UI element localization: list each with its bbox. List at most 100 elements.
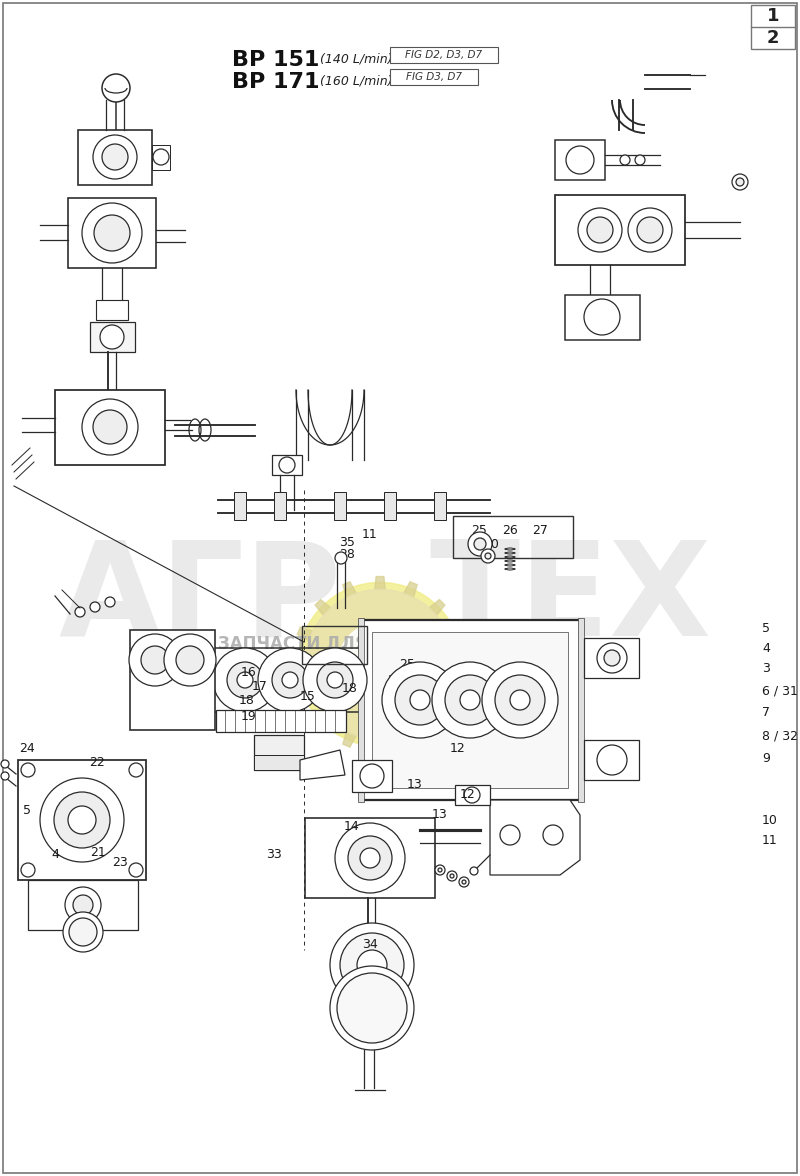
Text: 14: 14 bbox=[344, 821, 360, 834]
Circle shape bbox=[65, 887, 101, 923]
Circle shape bbox=[330, 923, 414, 1007]
Circle shape bbox=[462, 880, 466, 884]
Text: 18: 18 bbox=[239, 695, 255, 708]
Circle shape bbox=[317, 662, 353, 699]
Bar bbox=[254, 735, 304, 770]
Circle shape bbox=[348, 836, 392, 880]
Text: 11: 11 bbox=[762, 834, 778, 847]
Circle shape bbox=[63, 913, 103, 953]
Bar bbox=[78, 131, 152, 185]
Circle shape bbox=[340, 933, 404, 997]
Circle shape bbox=[450, 874, 454, 878]
Polygon shape bbox=[315, 714, 331, 729]
Bar bbox=[334, 492, 346, 520]
Bar bbox=[390, 69, 478, 85]
Circle shape bbox=[237, 671, 253, 688]
Circle shape bbox=[93, 135, 137, 179]
Text: 25: 25 bbox=[471, 523, 487, 536]
Polygon shape bbox=[298, 627, 313, 641]
Circle shape bbox=[68, 806, 96, 834]
Text: 20: 20 bbox=[387, 675, 403, 688]
Circle shape bbox=[459, 877, 469, 887]
Polygon shape bbox=[298, 688, 313, 702]
Bar bbox=[254, 755, 304, 770]
Text: 21: 21 bbox=[422, 675, 438, 688]
Circle shape bbox=[54, 791, 110, 848]
Bar bbox=[384, 492, 396, 520]
Circle shape bbox=[213, 648, 277, 711]
Circle shape bbox=[360, 764, 384, 788]
Bar bbox=[68, 198, 156, 268]
Text: 1: 1 bbox=[766, 7, 779, 25]
Bar bbox=[390, 47, 498, 64]
Polygon shape bbox=[447, 627, 462, 641]
Text: 13: 13 bbox=[407, 777, 423, 790]
Bar bbox=[358, 619, 364, 802]
Circle shape bbox=[395, 675, 445, 724]
Polygon shape bbox=[374, 740, 386, 753]
Circle shape bbox=[432, 662, 508, 739]
Polygon shape bbox=[300, 750, 345, 780]
Text: 17: 17 bbox=[252, 680, 268, 693]
Bar bbox=[210, 648, 360, 711]
Text: BP 171: BP 171 bbox=[232, 72, 319, 92]
Text: 19: 19 bbox=[241, 709, 257, 722]
Circle shape bbox=[258, 648, 322, 711]
Text: 33: 33 bbox=[266, 849, 282, 862]
Circle shape bbox=[732, 174, 748, 191]
Bar bbox=[18, 760, 146, 880]
Bar bbox=[96, 300, 128, 320]
Circle shape bbox=[635, 155, 645, 165]
Circle shape bbox=[153, 149, 169, 165]
Circle shape bbox=[578, 208, 622, 252]
Circle shape bbox=[335, 823, 405, 893]
Circle shape bbox=[460, 690, 480, 710]
Circle shape bbox=[102, 143, 128, 171]
Circle shape bbox=[620, 155, 630, 165]
Bar bbox=[302, 626, 367, 664]
Bar bbox=[751, 5, 795, 49]
Text: (140 L/min): (140 L/min) bbox=[320, 52, 393, 65]
Text: 15: 15 bbox=[300, 690, 316, 703]
Circle shape bbox=[1, 771, 9, 780]
Text: 34: 34 bbox=[362, 938, 378, 951]
Text: 22: 22 bbox=[89, 755, 105, 768]
Text: 13: 13 bbox=[432, 809, 448, 822]
Bar bbox=[360, 620, 580, 800]
Text: 35: 35 bbox=[339, 535, 355, 548]
Circle shape bbox=[21, 763, 35, 777]
Polygon shape bbox=[455, 659, 468, 670]
Circle shape bbox=[566, 146, 594, 174]
Text: 18: 18 bbox=[342, 682, 358, 695]
Text: 4: 4 bbox=[51, 849, 59, 862]
Circle shape bbox=[82, 203, 142, 263]
Bar bbox=[578, 619, 584, 802]
Circle shape bbox=[90, 602, 100, 612]
Circle shape bbox=[337, 973, 407, 1043]
Text: 2: 2 bbox=[766, 29, 779, 47]
Circle shape bbox=[75, 607, 85, 617]
Polygon shape bbox=[292, 659, 305, 670]
Circle shape bbox=[93, 410, 127, 445]
Text: 12: 12 bbox=[450, 742, 466, 755]
Text: 12: 12 bbox=[460, 788, 476, 802]
Circle shape bbox=[474, 537, 486, 550]
Polygon shape bbox=[429, 714, 445, 729]
Bar bbox=[234, 492, 246, 520]
Circle shape bbox=[105, 597, 115, 607]
Bar bbox=[305, 818, 435, 898]
Circle shape bbox=[227, 662, 263, 699]
Text: 4: 4 bbox=[762, 641, 770, 655]
Bar bbox=[584, 740, 639, 780]
Text: FIG D3, D7: FIG D3, D7 bbox=[406, 72, 462, 82]
Text: 27: 27 bbox=[532, 523, 548, 536]
Circle shape bbox=[438, 868, 442, 871]
Circle shape bbox=[40, 779, 124, 862]
Text: 16: 16 bbox=[241, 666, 257, 679]
Text: 6 / 31: 6 / 31 bbox=[762, 684, 798, 697]
Polygon shape bbox=[447, 688, 462, 702]
Polygon shape bbox=[315, 600, 331, 615]
Circle shape bbox=[338, 622, 422, 707]
Circle shape bbox=[468, 532, 492, 556]
Circle shape bbox=[470, 867, 478, 875]
